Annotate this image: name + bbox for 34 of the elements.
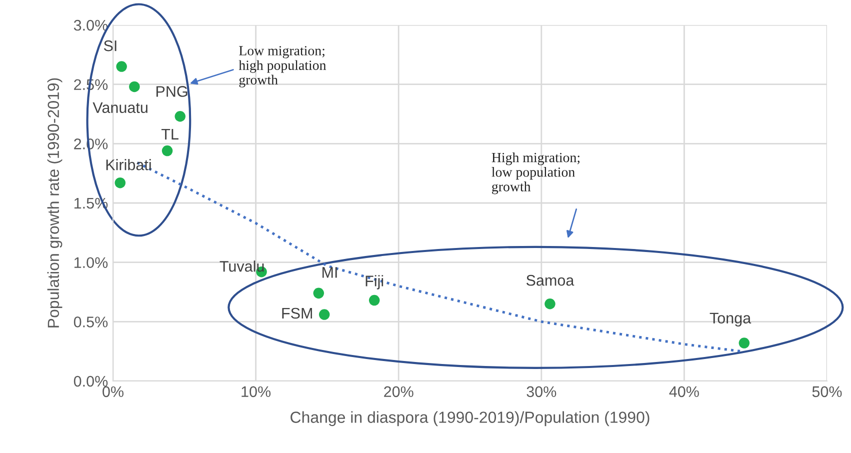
point — [368, 294, 380, 306]
point — [162, 145, 173, 156]
point — [129, 81, 140, 92]
series-label: Samoa — [526, 274, 574, 286]
y-axis-title: Population growth rate (1990-2019) — [47, 78, 62, 328]
series-label: Vanuatu — [92, 102, 148, 114]
x-tick-label: 40% — [669, 386, 699, 398]
y-tick-label: 1.0% — [74, 257, 108, 268]
series-label: PNG — [156, 86, 188, 97]
x-tick-label: 50% — [812, 386, 842, 398]
x-axis-title: Change in diaspora (1990-2019)/Population (1990) — [290, 411, 650, 426]
point — [313, 288, 324, 299]
point — [318, 309, 330, 320]
series-label: TL — [161, 128, 178, 140]
y-tick-label: 3.0% — [74, 20, 108, 31]
point — [544, 298, 556, 310]
series-label: Tonga — [710, 312, 752, 327]
point — [738, 338, 750, 348]
y-tick-label: 0.5% — [74, 316, 108, 328]
y-tick-label: 0.0% — [74, 376, 108, 387]
series-label: FSM — [282, 308, 312, 319]
point — [116, 61, 127, 72]
x-tick-label: 0% — [102, 386, 124, 398]
x-tick-label: 20% — [384, 386, 414, 398]
series-label: Tuvalu — [220, 260, 264, 272]
point — [174, 110, 186, 122]
series-label: MI — [322, 267, 337, 278]
x-tick-label: 10% — [242, 386, 271, 398]
x-tick-label: 30% — [526, 386, 556, 398]
annotation: Low migration; high population growth — [238, 46, 326, 88]
series-label: Fiji — [366, 275, 384, 290]
annotation: High migration; low population growth — [492, 152, 580, 194]
series-label: SI — [104, 40, 116, 52]
point — [114, 177, 126, 188]
